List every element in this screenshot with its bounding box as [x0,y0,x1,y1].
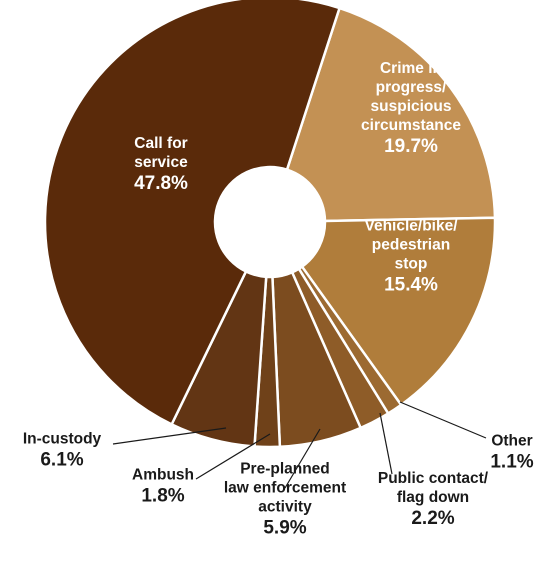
value-crime-in-progress-suspicious-circumstance: 19.7% [384,136,438,157]
label-public-contact-flag-down: Public contact/ [378,470,489,487]
label-crime-in-progress-suspicious-circumstance: suspicious [371,98,452,115]
label-public-contact-flag-down: flag down [397,489,469,506]
value-call-for-service: 47.8% [134,173,188,194]
slice-crime-in-progress-suspicious-circumstance [285,6,497,223]
leader-pre-planned-law-enforcement-activity [284,428,321,489]
leader-public-contact-flag-down [379,412,393,475]
leader-lines [112,401,487,489]
label-in-custody: In-custody [23,431,102,448]
value-pre-planned-law-enforcement-activity: 5.9% [263,518,306,539]
leader-in-custody [112,427,227,445]
label-other: Other [491,433,532,450]
value-other: 1.1% [490,452,533,473]
label-pre-planned-law-enforcement-activity: Pre-planned [240,461,330,478]
leader-ambush [195,433,271,480]
slice-vehicle-bike-pedestrian-stop [300,216,497,407]
label-call-for-service: service [134,154,188,171]
leader-other [399,401,487,439]
label-ambush: Ambush [132,467,194,484]
value-in-custody: 6.1% [40,450,83,471]
label-crime-in-progress-suspicious-circumstance: circumstance [361,117,461,134]
value-public-contact-flag-down: 2.2% [411,508,454,529]
label-vehicle-bike-pedestrian-stop: Vehicle/bike/ [364,218,458,235]
value-ambush: 1.8% [141,486,184,507]
slice-labels: Crime in progress/suspicious circumstance 1… [23,60,534,538]
label-crime-in-progress-suspicious-circumstance: Crime in [380,60,442,77]
label-vehicle-bike-pedestrian-stop: pedestrian [372,237,450,254]
label-pre-planned-law-enforcement-activity: activity [258,499,312,516]
label-vehicle-bike-pedestrian-stop: stop [395,256,428,273]
label-pre-planned-law-enforcement-activity: law enforcement [224,480,346,497]
slice-call-for-service [43,0,342,427]
label-call-for-service: Call for [134,135,187,152]
value-vehicle-bike-pedestrian-stop: 15.4% [384,275,438,296]
label-crime-in-progress-suspicious-circumstance: progress/ [376,79,447,96]
pie-slices [43,0,497,449]
